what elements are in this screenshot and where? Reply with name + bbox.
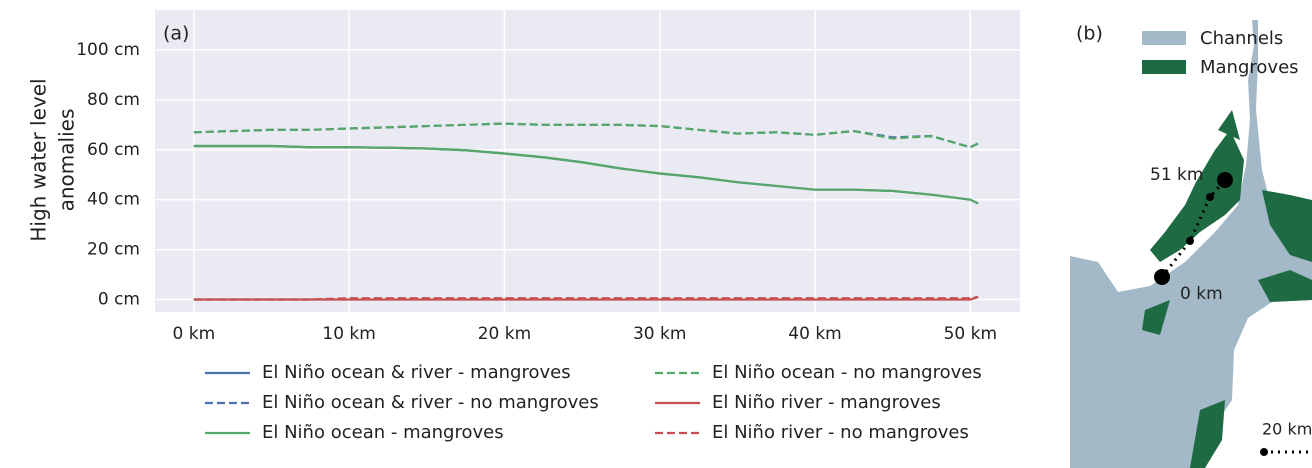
y-tick-label: 80 cm — [87, 90, 140, 110]
legend-swatch — [1142, 60, 1186, 74]
transect-point — [1206, 193, 1214, 201]
x-tick-label: 0 km — [173, 324, 216, 344]
start-label: 0 km — [1180, 284, 1223, 304]
map: (b) Channels Mangroves 51 km 0 km 20 km — [1070, 20, 1312, 468]
legend-label: El Niño ocean & river - mangroves — [262, 362, 571, 383]
legend-label: El Niño river - no mangroves — [712, 422, 969, 443]
legend-swatch — [1142, 31, 1186, 45]
x-tick-label: 20 km — [478, 324, 531, 344]
mangrove-patch — [1150, 130, 1244, 262]
panel-label: (a) — [163, 23, 189, 45]
y-tick-label: 60 cm — [87, 140, 140, 160]
panel-label: (b) — [1076, 23, 1103, 45]
data-line — [193, 295, 979, 301]
scale-end — [1260, 448, 1268, 456]
legend-label: Mangroves — [1200, 57, 1299, 78]
mangrove-patch — [1142, 300, 1170, 335]
mangrove-patch — [1218, 110, 1240, 140]
legend-label: Channels — [1200, 28, 1283, 49]
data-line — [193, 122, 979, 149]
y-axis-label: anomalies — [55, 109, 79, 212]
y-axis-label: High water level — [27, 78, 51, 241]
transect-end — [1217, 172, 1233, 188]
legend-label: El Niño ocean - no mangroves — [712, 362, 982, 383]
data-line — [193, 144, 979, 205]
transect — [1160, 179, 1227, 278]
y-tick-label: 20 cm — [87, 240, 140, 260]
x-tick-label: 40 km — [788, 324, 841, 344]
transect-point — [1186, 237, 1194, 245]
mangrove-patch — [1262, 190, 1312, 262]
legend-label: El Niño ocean & river - no mangroves — [262, 392, 599, 413]
x-tick-label: 30 km — [633, 324, 686, 344]
end-label: 51 km — [1150, 165, 1203, 185]
legend-label: El Niño ocean - mangroves — [262, 422, 504, 443]
mangrove-patch — [1258, 270, 1312, 302]
y-tick-label: 100 cm — [76, 40, 140, 60]
y-tick-label: 0 cm — [98, 290, 140, 310]
scale-label: 20 km — [1262, 420, 1312, 439]
mangrove-patch — [1190, 400, 1225, 468]
plot-background — [155, 10, 1020, 312]
transect-start — [1154, 269, 1170, 285]
mangroves — [1142, 110, 1312, 468]
x-tick-label: 50 km — [944, 324, 997, 344]
y-tick-label: 40 cm — [87, 190, 140, 210]
legend-label: El Niño river - mangroves — [712, 392, 941, 413]
water — [1102, 286, 1140, 370]
x-tick-label: 10 km — [322, 324, 375, 344]
